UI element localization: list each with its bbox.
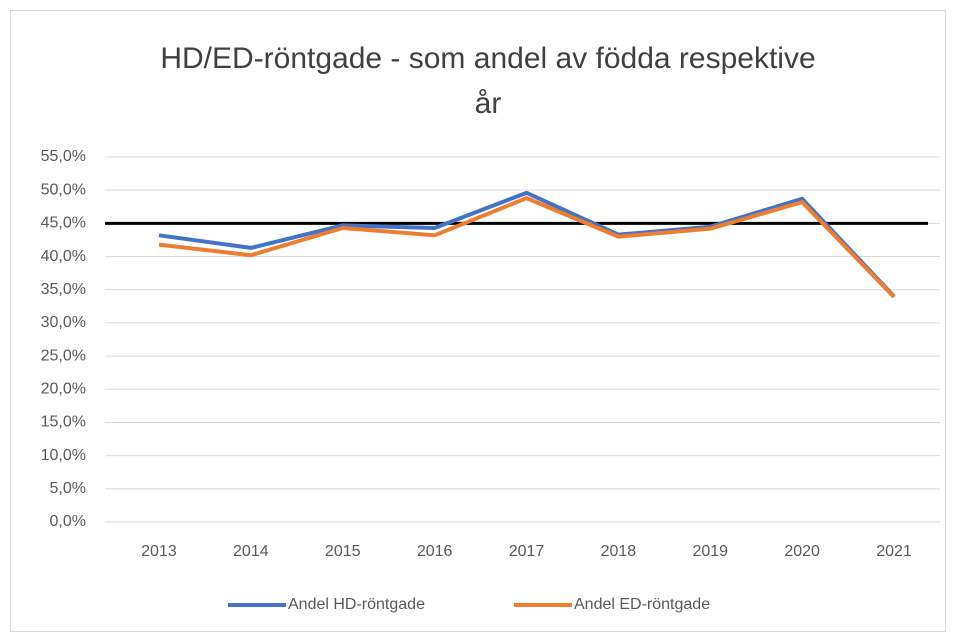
chart-border	[10, 10, 946, 632]
y-tick-label: 45,0%	[41, 215, 86, 232]
y-tick-label: 5,0%	[50, 480, 86, 497]
x-tick-label: 2019	[692, 543, 728, 560]
x-tick-label: 2015	[325, 543, 361, 560]
y-tick-label: 25,0%	[41, 347, 86, 364]
x-tick-label: 2014	[233, 543, 269, 560]
x-tick-label: 2016	[417, 543, 453, 560]
y-tick-label: 20,0%	[41, 380, 86, 397]
legend-label: Andel HD-röntgade	[288, 596, 425, 613]
y-tick-label: 40,0%	[41, 248, 86, 265]
x-tick-label: 2017	[509, 543, 545, 560]
series-line	[158, 196, 896, 299]
x-tick-label: 2021	[876, 543, 912, 560]
x-tick-label: 2018	[601, 543, 637, 560]
y-tick-label: 35,0%	[41, 281, 86, 298]
x-tick-label: 2013	[141, 543, 177, 560]
y-tick-label: 15,0%	[41, 414, 86, 431]
series-line	[158, 190, 896, 298]
y-tick-label: 0,0%	[50, 513, 86, 530]
chart-title: år	[475, 87, 502, 120]
y-tick-label: 10,0%	[41, 447, 86, 464]
y-tick-label: 55,0%	[41, 148, 86, 165]
legend-label: Andel ED-röntgade	[574, 596, 710, 613]
chart-title: HD/ED-röntgade - som andel av födda resp…	[160, 42, 815, 75]
y-tick-label: 50,0%	[41, 181, 86, 198]
x-tick-label: 2020	[784, 543, 820, 560]
y-tick-label: 30,0%	[41, 314, 86, 331]
